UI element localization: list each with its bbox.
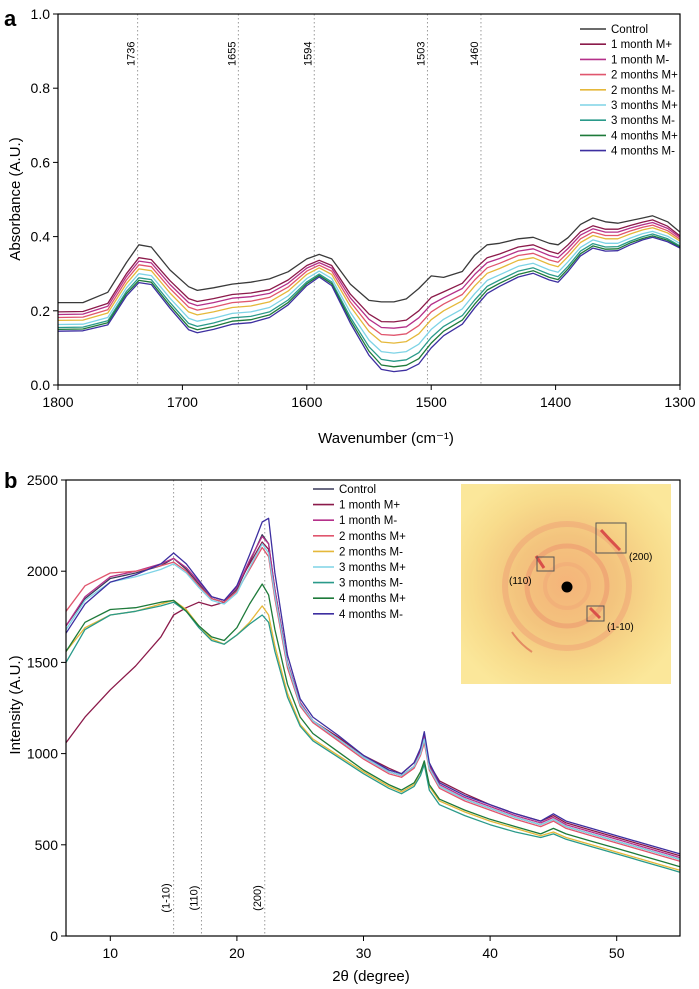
series-line <box>57 236 681 373</box>
xrd-inset-pattern: (200) (110) (1-10) <box>461 484 671 684</box>
panel-b-x-axis-title: 2θ (degree) <box>332 968 410 985</box>
x-tick-label: 1500 <box>416 394 447 410</box>
panel-a-legend: Control 1 month M+ 1 month M- 2 months M+ 2 … <box>580 24 678 158</box>
legend-label: 2 months M+ <box>339 531 406 543</box>
legend-label: 1 month M+ <box>611 39 672 51</box>
annotation-label: 1594 <box>302 42 314 66</box>
series-line <box>57 235 681 368</box>
series-line <box>65 543 681 861</box>
legend-label: 3 months M+ <box>339 562 406 574</box>
panel-b: b Intensity (A.U.) 2θ (degree) (1-10) (11… <box>4 468 681 985</box>
inset-box-200 <box>595 522 627 554</box>
y-tick-label: 500 <box>35 837 59 853</box>
panel-a-x-axis-title: Wavenumber (cm⁻¹) <box>318 430 454 447</box>
panel-b-series <box>65 517 681 873</box>
y-tick-label: 0.8 <box>31 80 51 96</box>
panel-b-legend: Control 1 month M+ 1 month M- 2 months M+ 2 … <box>313 484 406 621</box>
x-tick-label: 1700 <box>167 394 198 410</box>
annotation-label: 1503 <box>415 42 427 66</box>
annotation-label: (110) <box>188 886 200 911</box>
y-tick-label: 0 <box>50 928 58 944</box>
y-tick-label: 1000 <box>27 746 58 762</box>
x-tick-label: 1300 <box>664 394 695 410</box>
series-line <box>57 221 681 329</box>
annotation-label: (1-10) <box>161 883 173 912</box>
x-tick-label: 1400 <box>540 394 571 410</box>
panel-a-y-axis-title: Absorbance (A.U.) <box>7 137 24 260</box>
series-line <box>58 215 681 304</box>
inset-label-1-10: (1-10) <box>607 622 634 633</box>
x-tick-label: 10 <box>103 945 119 961</box>
x-tick-label: 40 <box>482 945 498 961</box>
x-tick-label: 1800 <box>42 394 73 410</box>
series-line <box>57 227 681 344</box>
panel-b-y-axis-title: Intensity (A.U.) <box>7 655 24 754</box>
legend-label: 2 months M+ <box>611 70 678 82</box>
y-tick-label: 0.2 <box>31 303 51 319</box>
series-line <box>65 541 681 857</box>
inset-label-200: (200) <box>629 552 652 563</box>
y-tick-label: 1.0 <box>31 6 51 22</box>
series-line <box>65 583 681 868</box>
series-line <box>65 546 681 862</box>
legend-label: 1 month M+ <box>339 500 400 512</box>
legend-label: 2 months M- <box>611 85 675 97</box>
legend-label: 2 months M- <box>339 546 403 558</box>
panel-b-plot-frame <box>65 479 681 937</box>
panel-a-annotations: 1736 1655 1594 1503 1460 <box>126 14 482 385</box>
legend-label: 4 months M+ <box>611 130 678 142</box>
inset-ring-inner <box>543 562 591 610</box>
legend-label: Control <box>611 24 648 36</box>
y-tick-label: 0.4 <box>31 229 51 245</box>
inset-beam-stop <box>561 581 573 593</box>
series-line <box>57 233 681 362</box>
panel-b-label: b <box>4 468 17 493</box>
inset-label-110: (110) <box>509 576 532 587</box>
legend-label: 3 months M- <box>339 578 403 590</box>
series-line <box>57 230 681 354</box>
legend-label: 1 month M- <box>611 54 669 66</box>
panel-a-label: a <box>4 6 17 31</box>
legend-label: 4 months M+ <box>339 593 406 605</box>
panel-a-axes: 1800 1700 1600 1500 1400 1300 0.0 0.2 0.4 0.6 0.8 1… <box>31 6 696 410</box>
series-line <box>57 219 681 323</box>
annotation-label: 1655 <box>226 42 238 66</box>
y-tick-label: 0.0 <box>31 377 51 393</box>
annotation-label: 1736 <box>126 42 138 66</box>
x-tick-label: 50 <box>609 945 625 961</box>
x-tick-label: 30 <box>356 945 372 961</box>
inset-ring-outer <box>502 521 632 651</box>
legend-label: 1 month M- <box>339 515 397 527</box>
legend-label: 3 months M+ <box>611 100 678 112</box>
series-line <box>65 599 681 871</box>
legend-label: 4 months M- <box>339 609 403 621</box>
inset-arc-1-10 <box>588 606 602 620</box>
series-line <box>57 224 681 336</box>
legend-label: Control <box>339 484 376 496</box>
x-tick-label: 20 <box>229 945 245 961</box>
annotation-label: 1460 <box>469 42 481 66</box>
inset-ring-mid <box>524 543 610 629</box>
legend-label: 3 months M- <box>611 115 675 127</box>
panel-a-series <box>57 215 681 373</box>
panel-a-plot-frame <box>57 13 681 386</box>
x-tick-label: 1600 <box>291 394 322 410</box>
legend-label: 4 months M- <box>611 146 675 158</box>
inset-arc-lower-left <box>511 631 533 653</box>
y-tick-label: 1500 <box>27 654 58 670</box>
annotation-label: (200) <box>252 885 264 911</box>
panel-b-annotations: (1-10) (110) (200) <box>161 480 266 936</box>
panel-a: a Absorbance (A.U.) Wavenumber (cm⁻¹) 17… <box>4 6 696 447</box>
y-tick-label: 0.6 <box>31 154 51 170</box>
inset-arc-200 <box>599 528 622 552</box>
y-tick-label: 2500 <box>27 472 58 488</box>
y-tick-label: 2000 <box>27 563 58 579</box>
inset-box-1-10 <box>586 605 605 622</box>
series-line <box>65 517 681 855</box>
inset-box-110 <box>536 556 555 572</box>
